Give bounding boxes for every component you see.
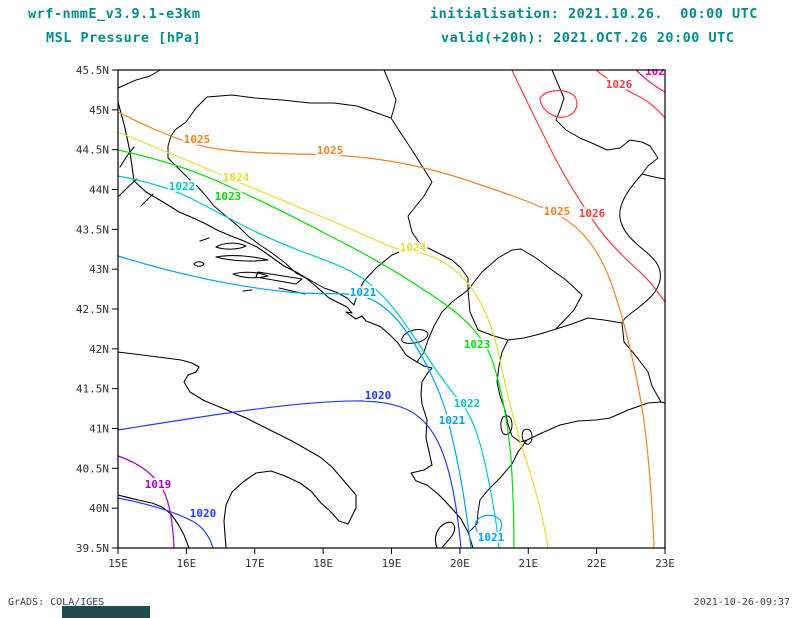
x-axis: 15E 16E 17E 18E 19E 20E 21E 22E 23E (108, 548, 675, 570)
y-tick-label: 40.5N (76, 462, 109, 475)
y-tick-label: 43N (89, 263, 109, 276)
y-tick-label: 44.5N (76, 144, 109, 157)
adriatic-islands (118, 146, 456, 549)
y-axis: 45.5N 45N 44.5N 44N 43.5N 43N 42.5N 42N 41.5N 41N… (76, 64, 118, 555)
model-title: wrf-nmmE_v3.9.1-e3km (28, 6, 201, 22)
isobar-1019 (117, 455, 175, 549)
coastline-east-adriatic (117, 101, 474, 549)
isobar-1027 (635, 69, 666, 93)
isobar-label-1024: 1024 (400, 241, 427, 254)
isobar-label-1026: 1026 (606, 78, 633, 91)
grads-logo-block (62, 606, 150, 618)
x-tick-label: 23E (655, 557, 675, 570)
x-tick-label: 20E (450, 557, 470, 570)
isobar-label-1025: 1025 (317, 144, 344, 157)
border-macedonia-bulgaria (621, 322, 662, 403)
init-time-label: initialisation: 2021.10.26. 00:00 UTC (430, 6, 758, 22)
x-tick-label: 17E (245, 557, 265, 570)
border-albania-macedonia (496, 339, 528, 443)
isobar-line-1019 (117, 455, 175, 549)
y-tick-label: 43.5N (76, 223, 109, 236)
border-kosovo (467, 248, 583, 341)
isobar-label-1025: 1025 (184, 133, 211, 146)
isobar-line-1022 (117, 175, 500, 549)
isobar-label-1022: 1022 (454, 397, 481, 410)
isobar-line-1026 (595, 69, 666, 119)
y-tick-label: 44N (89, 184, 109, 197)
country-borders (117, 69, 666, 532)
isobar-line-1026 (539, 89, 578, 118)
isobar-line-1025 (117, 111, 655, 549)
border-albania-greece (469, 439, 528, 532)
isobar-1024 (117, 131, 549, 549)
y-tick-label: 41.5N (76, 383, 109, 396)
border-serbia-romania-danube (551, 69, 666, 180)
y-tick-label: 42N (89, 343, 109, 356)
isobar-label-1026: 1026 (579, 207, 606, 220)
y-tick-label: 42.5N (76, 303, 109, 316)
border-slovenia-croatia (117, 69, 161, 89)
isobar-label-1022: 1022 (169, 180, 196, 193)
x-tick-label: 15E (108, 557, 128, 570)
isobar-label-1024: 1024 (223, 171, 250, 184)
border-serbia-bulgaria (619, 173, 661, 324)
isobar-line-1021 (117, 255, 472, 549)
plot-timestamp: 2021-10-26-09:37 (693, 597, 790, 608)
isobar-label-1025: 1025 (544, 205, 571, 218)
isobar-label-1021: 1021 (478, 531, 505, 544)
isobar-1021 (117, 255, 503, 549)
isobar-line-1023 (117, 149, 515, 549)
isobar-1023 (117, 149, 515, 549)
basemap (117, 69, 666, 549)
field-title: MSL Pressure [hPa] (46, 30, 202, 46)
lakes (401, 329, 533, 445)
border-serbia-macedonia (555, 317, 623, 330)
y-tick-label: 39.5N (76, 542, 109, 555)
isobar-label-1021: 1021 (439, 414, 466, 427)
y-tick-label: 45.5N (76, 64, 109, 77)
border-bosnia-serbia-montenegro (353, 117, 469, 306)
y-tick-label: 40N (89, 502, 109, 515)
grads-credit: GrADS: COLA/IGES (8, 597, 105, 608)
y-tick-label: 45N (89, 104, 109, 117)
border-croatia-serbia (383, 69, 397, 119)
border-croatia-bosnia (167, 94, 392, 306)
isobar-label-1023: 1023 (215, 190, 242, 203)
isobar-line-1024 (117, 131, 549, 549)
x-tick-label: 18E (313, 557, 333, 570)
x-tick-label: 22E (587, 557, 607, 570)
isobar-label-1020: 1020 (365, 389, 392, 402)
border-montenegro-albania (416, 289, 469, 363)
isobar-line-1027 (635, 69, 666, 93)
coastline-italy-adriatic (117, 351, 357, 549)
isobar-1022 (117, 175, 500, 549)
isobar-label-1020: 1020 (190, 507, 217, 520)
x-tick-label: 21E (518, 557, 538, 570)
isobar-label-1021: 1021 (350, 286, 377, 299)
valid-time-label: valid(+20h): 2021.OCT.26 20:00 UTC (441, 30, 735, 46)
isobar-contours: 1019 1020 1020 1021 1021 1021 1022 1022 1023 1023… (117, 65, 666, 549)
isobar-label-1023: 1023 (464, 338, 491, 351)
isobar-label-1027: 102 (645, 65, 665, 78)
isobar-label-1019: 1019 (145, 478, 172, 491)
coastline-italy-tyrrhenian (117, 494, 190, 549)
x-tick-label: 16E (176, 557, 196, 570)
isobar-1020 (117, 400, 462, 549)
isobar-line-1020 (117, 497, 214, 549)
isobar-line-1020 (117, 400, 462, 549)
x-tick-label: 19E (382, 557, 402, 570)
isobar-line-1021 (474, 514, 503, 539)
isobar-1025 (117, 111, 655, 549)
isobar-line-1026 (511, 69, 666, 303)
isobar-1026 (511, 69, 666, 303)
y-tick-label: 41N (89, 423, 109, 436)
border-macedonia-greece (526, 401, 666, 441)
